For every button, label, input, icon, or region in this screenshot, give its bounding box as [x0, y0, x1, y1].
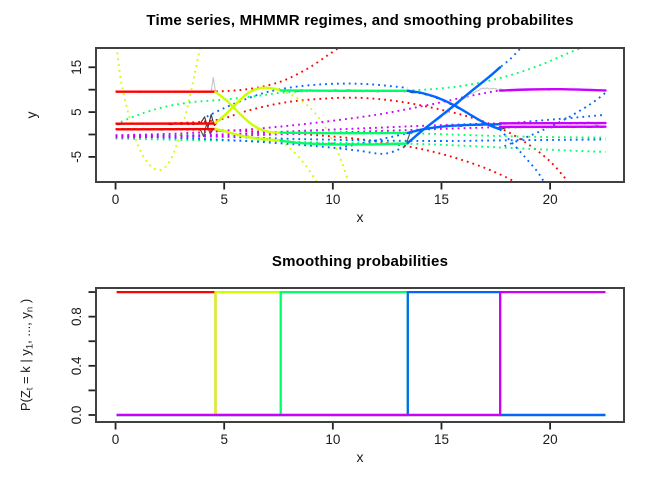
x-tick-label: 15	[434, 432, 449, 447]
regime-mean-curve	[406, 123, 502, 135]
y-tick-label: 0.0	[69, 406, 84, 425]
dotted-regression-curve	[339, 132, 409, 149]
smoothing-probability-step-regime-4	[116, 291, 606, 417]
x-axis-label: x	[357, 209, 364, 225]
dotted-regression-curve	[115, 137, 606, 153]
x-tick-label: 0	[112, 432, 120, 447]
dotted-regression-curve	[115, 131, 606, 139]
x-tick-label: 15	[434, 192, 449, 207]
y-axis-label: P(Zt​ = k | y1​, ..., yn​ )	[18, 299, 36, 411]
dotted-regression-curve	[115, 135, 409, 155]
dotted-regression-curve	[115, 48, 341, 93]
y-tick-label: -5	[69, 151, 84, 163]
timeseries-panel	[115, 48, 607, 182]
x-tick-label: 5	[220, 432, 228, 447]
dotted-regression-curve	[115, 48, 202, 171]
regime-mean-curve	[214, 90, 282, 134]
observed-series-dim-1	[116, 76, 606, 135]
bottom-panel-title: Smoothing probabilities	[271, 253, 449, 270]
regime-mean-curve	[214, 127, 282, 142]
plot-box	[95, 47, 625, 183]
y-tick-label: 0.4	[69, 356, 84, 375]
y-tick-label: 5	[69, 108, 84, 116]
regime-mean-curve	[279, 139, 409, 146]
dotted-regression-curve	[115, 134, 606, 142]
x-axis-label: x	[357, 449, 364, 465]
x-tick-label: 0	[112, 192, 120, 207]
y-tick-label: 15	[69, 60, 84, 75]
plot-box	[95, 287, 625, 423]
x-tick-label: 20	[543, 432, 558, 447]
x-tick-label: 5	[220, 192, 228, 207]
regime-mean-curve	[406, 66, 502, 145]
smoothing-probability-step-regime-5	[116, 291, 606, 417]
dotted-regression-curve	[115, 122, 501, 138]
regime-mean-curve	[279, 131, 409, 135]
probabilities-panel	[116, 291, 606, 417]
dotted-regression-curve	[115, 126, 501, 139]
dotted-regression-curve	[500, 48, 522, 68]
top-panel-title: Time series, MHMMR regimes, and smoothin…	[146, 12, 574, 29]
x-tick-label: 20	[543, 192, 558, 207]
dotted-regression-curve	[499, 128, 546, 182]
y-tick-label: 0.8	[69, 307, 84, 326]
dotted-regression-curve	[280, 89, 350, 182]
smoothing-probability-step-regime-3	[116, 291, 606, 417]
regime-mean-curve	[498, 87, 607, 92]
regime-mean-curve	[214, 86, 282, 124]
smoothing-probability-step-regime-2	[116, 291, 606, 417]
smoothing-probability-step-regime-1	[116, 291, 606, 417]
dotted-regression-curve	[504, 92, 607, 147]
dotted-regression-curve	[280, 140, 318, 182]
x-tick-label: 10	[325, 192, 340, 207]
x-tick-label: 10	[325, 432, 340, 447]
y-axis-label: y	[23, 112, 39, 119]
